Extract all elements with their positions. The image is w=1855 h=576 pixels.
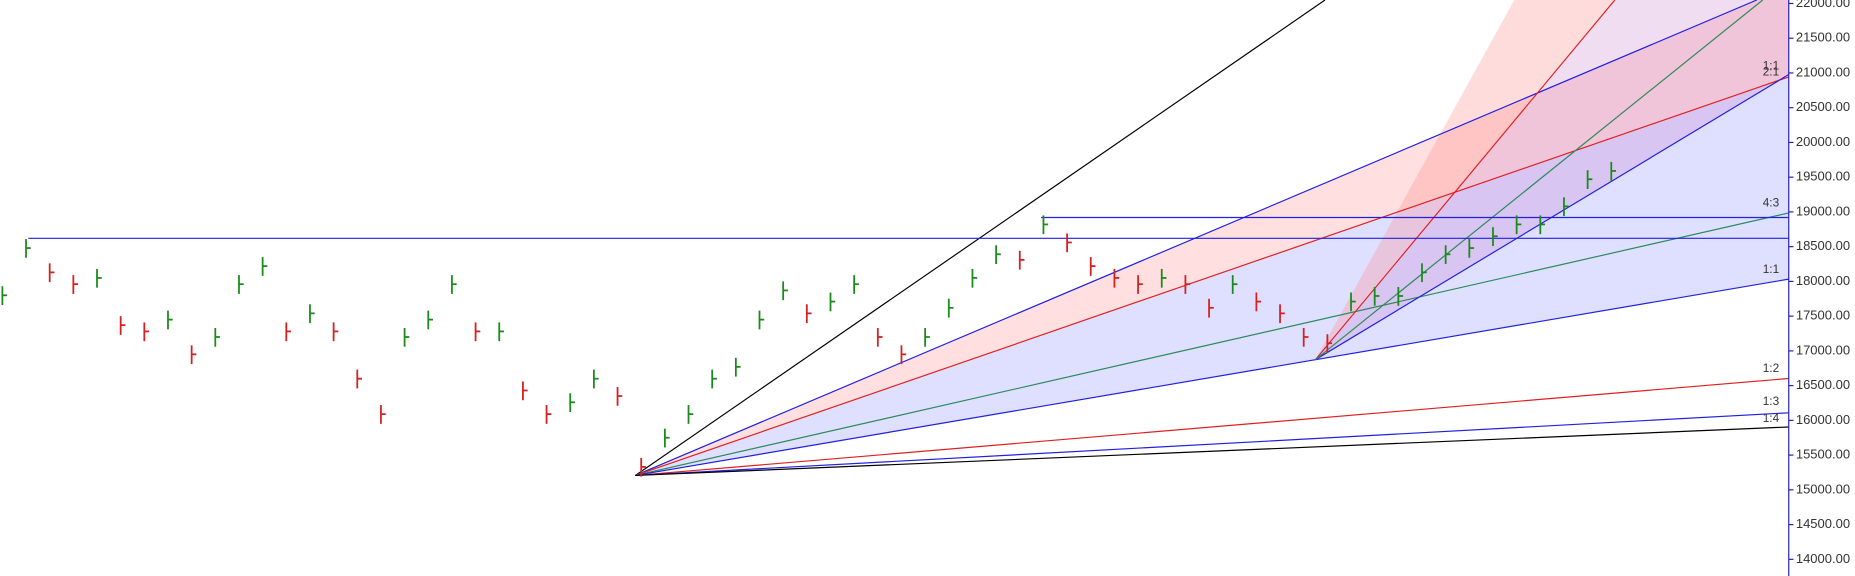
fan-label: 1:1 — [1763, 262, 1779, 276]
y-tick-label: 19500.00 — [1796, 169, 1850, 184]
fan-line — [635, 212, 1789, 477]
fan-label: 4:3 — [1763, 196, 1780, 210]
fan-line — [1315, 0, 1616, 360]
y-tick-label: 16000.00 — [1796, 412, 1850, 427]
y-tick-label: 15500.00 — [1796, 447, 1850, 462]
y-tick-label: 20000.00 — [1796, 134, 1850, 149]
y-tick-label: 18500.00 — [1796, 238, 1850, 253]
fan-label: 1:2 — [1763, 361, 1779, 375]
fan-line — [635, 278, 1789, 477]
y-tick-label: 20500.00 — [1796, 99, 1850, 114]
fan-label: 1:1 — [1763, 58, 1779, 72]
y-tick-label: 14500.00 — [1796, 516, 1850, 531]
fan-label: 1:3 — [1763, 394, 1780, 408]
fan-line — [635, 412, 1789, 477]
y-tick-label: 21000.00 — [1796, 64, 1850, 79]
y-tick-label: 17500.00 — [1796, 308, 1850, 323]
fan-line — [635, 377, 1789, 477]
fan-zone — [1315, 0, 1789, 360]
y-tick-label: 21500.00 — [1796, 30, 1850, 45]
fan-line — [635, 426, 1789, 477]
fan-label: 2:1 — [1763, 64, 1779, 78]
fan-line — [635, 76, 1789, 477]
y-tick-label: 18000.00 — [1796, 273, 1850, 288]
y-tick-label: 16500.00 — [1796, 377, 1850, 392]
y-tick-label: 22000.00 — [1796, 0, 1850, 10]
fan-label: 1:4 — [1763, 411, 1780, 425]
y-tick-label: 15000.00 — [1796, 481, 1850, 496]
y-tick-label: 19000.00 — [1796, 203, 1850, 218]
y-tick-label: 14000.00 — [1796, 551, 1850, 566]
fan-line — [1315, 0, 1764, 361]
y-tick-label: 17000.00 — [1796, 342, 1850, 357]
